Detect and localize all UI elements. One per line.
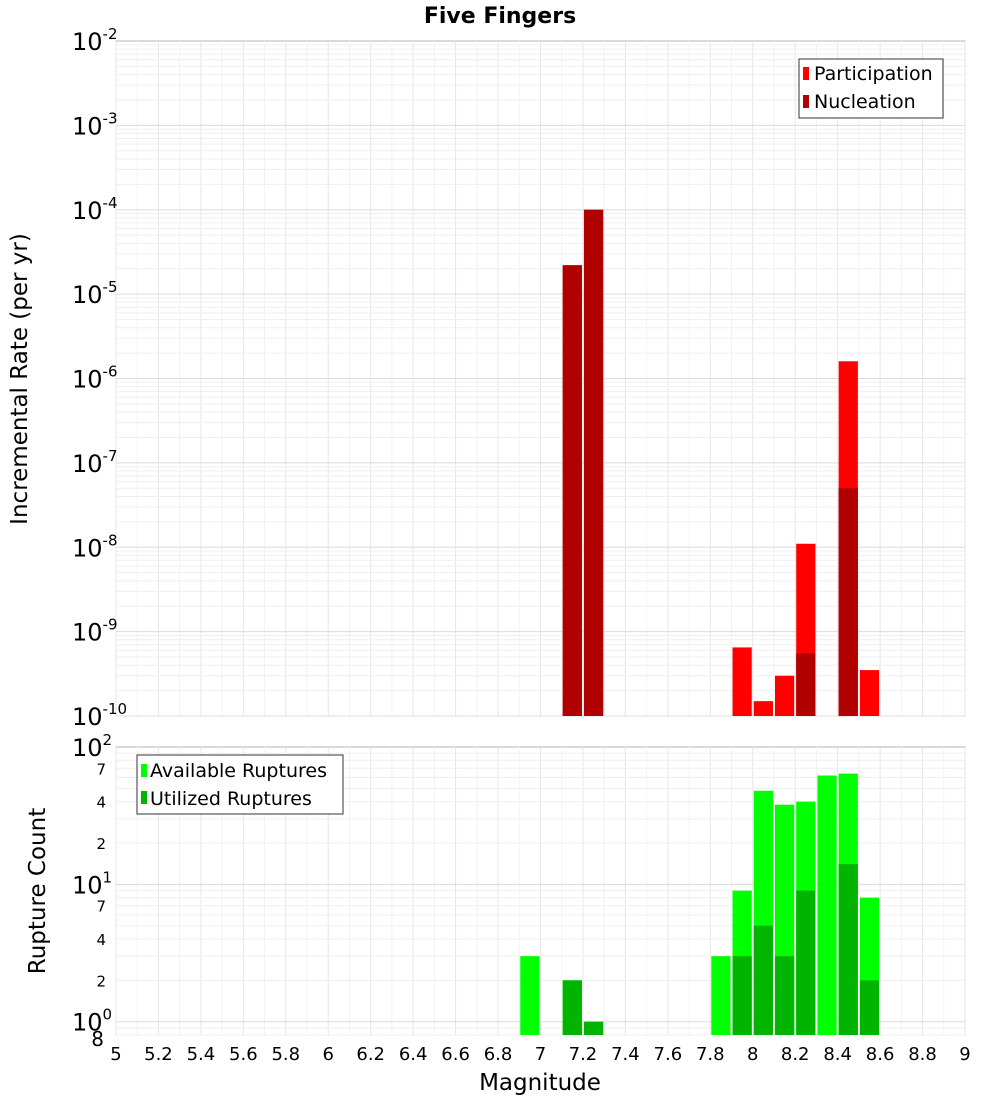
rate-y-tick-label: 10-5 bbox=[72, 278, 118, 309]
rate-bar-nucleation bbox=[583, 209, 604, 716]
rate-bar-participation bbox=[732, 647, 752, 716]
rate-y-tick-label: 10-9 bbox=[72, 616, 118, 647]
rate-bar-nucleation bbox=[838, 488, 858, 716]
rate-bar-participation bbox=[859, 670, 880, 716]
rate-bar-participation bbox=[753, 701, 773, 716]
x-tick-label: 6.4 bbox=[399, 1044, 428, 1065]
x-tick-label: 5.2 bbox=[144, 1044, 173, 1065]
count-bar-utilized-ruptures bbox=[838, 864, 858, 1035]
x-tick-label: 5.8 bbox=[271, 1044, 300, 1065]
rate-y-tick-label: 10-8 bbox=[72, 531, 118, 562]
x-tick-label: 7.6 bbox=[654, 1044, 683, 1065]
rate-y-tick-label: 10-7 bbox=[72, 447, 118, 478]
x-tick-label: 6.2 bbox=[356, 1044, 385, 1065]
count-legend-box bbox=[136, 754, 344, 815]
utilized-legend-label: Utilized Ruptures bbox=[150, 788, 312, 810]
count-bars bbox=[520, 773, 880, 1035]
x-tick-label: 8.4 bbox=[823, 1044, 852, 1065]
rate-legend-box bbox=[798, 58, 944, 119]
x-axis-label: Magnitude bbox=[479, 1070, 601, 1096]
count-bar-utilized-ruptures bbox=[796, 890, 816, 1035]
rate-legend: Participation Nucleation bbox=[798, 58, 944, 119]
count-bar-available-ruptures bbox=[817, 775, 837, 1035]
count-bar-utilized-ruptures bbox=[732, 956, 752, 1035]
rate-bars bbox=[562, 209, 880, 716]
rate-y-tick-label: 10-3 bbox=[72, 109, 118, 140]
rate-y-tick-label: 10-10 bbox=[72, 700, 127, 731]
rate-gridlines bbox=[115, 41, 966, 717]
nucleation-legend-label: Nucleation bbox=[814, 91, 916, 113]
count-bar-utilized-ruptures bbox=[859, 980, 880, 1035]
x-tick-label: 6.8 bbox=[484, 1044, 513, 1065]
rate-y-tick-labels: 10-2 10-3 10-4 10-5 10-6 10-7 10-8 10-9 10-10 bbox=[72, 25, 127, 731]
rate-bar-nucleation bbox=[796, 653, 816, 716]
count-bar-available-ruptures bbox=[711, 956, 731, 1035]
count-bar-utilized-ruptures bbox=[562, 980, 582, 1035]
x-tick-label: 5.6 bbox=[229, 1044, 258, 1065]
x-tick-label: 9 bbox=[959, 1044, 970, 1065]
participation-legend-label: Participation bbox=[814, 63, 933, 85]
count-bar-utilized-ruptures bbox=[753, 925, 773, 1035]
count-y-tick-label: 102 bbox=[72, 731, 112, 762]
count-y-tick-label: 7 bbox=[96, 760, 106, 778]
count-bar-utilized-ruptures bbox=[774, 956, 795, 1035]
x-tick-label: 5 bbox=[110, 1044, 121, 1065]
count-y-tick-label: 8 bbox=[91, 1027, 104, 1051]
count-legend: Available Ruptures Utilized Ruptures bbox=[136, 754, 344, 815]
x-tick-label: 7.2 bbox=[569, 1044, 598, 1065]
available-legend-label: Available Ruptures bbox=[150, 760, 327, 782]
rate-y-tick-label: 10-4 bbox=[72, 194, 118, 225]
count-bar-available-ruptures bbox=[520, 956, 540, 1035]
nucleation-legend-swatch bbox=[803, 95, 809, 108]
rate-y-axis-label: Incremental Rate (per yr) bbox=[7, 233, 33, 525]
x-tick-label: 7.4 bbox=[611, 1044, 640, 1065]
count-y-tick-label: 7 bbox=[96, 898, 106, 916]
count-y-tick-label: 101 bbox=[72, 868, 112, 899]
count-y-tick-label: 2 bbox=[96, 972, 106, 990]
x-tick-label: 6 bbox=[323, 1044, 334, 1065]
x-tick-label: 8.6 bbox=[866, 1044, 895, 1065]
count-y-axis-label: Rupture Count bbox=[25, 808, 51, 974]
rate-panel: 10-2 10-3 10-4 10-5 10-6 10-7 10-8 10-9 10-10 In… bbox=[7, 25, 966, 731]
x-tick-label: 7 bbox=[535, 1044, 546, 1065]
rate-bar-participation bbox=[774, 675, 795, 716]
x-tick-label: 7.8 bbox=[696, 1044, 725, 1065]
x-tick-label: 8.2 bbox=[781, 1044, 810, 1065]
count-y-tick-label: 4 bbox=[96, 794, 106, 812]
chart-title: Five Fingers bbox=[424, 4, 576, 29]
utilized-legend-swatch bbox=[141, 791, 147, 804]
count-y-tick-label: 100 bbox=[72, 1006, 112, 1037]
x-tick-label: 6.6 bbox=[441, 1044, 470, 1065]
x-tick-label: 8.8 bbox=[908, 1044, 937, 1065]
available-legend-swatch bbox=[141, 764, 147, 777]
rate-y-tick-label: 10-6 bbox=[72, 363, 118, 394]
count-y-tick-label: 2 bbox=[96, 835, 106, 853]
rate-y-tick-label: 10-2 bbox=[72, 25, 118, 56]
participation-legend-swatch bbox=[803, 67, 809, 80]
x-tick-label: 8 bbox=[747, 1044, 758, 1065]
x-tick-labels: 5 5.2 5.4 5.6 5.8 6 6.2 6.4 6.6 6.8 7 7.2 7.4 7.6 7.8 8… bbox=[110, 1044, 970, 1065]
count-bar-utilized-ruptures bbox=[583, 1021, 604, 1035]
count-y-tick-label: 4 bbox=[96, 931, 106, 949]
x-tick-label: 5.4 bbox=[187, 1044, 216, 1065]
rate-bar-nucleation bbox=[562, 265, 582, 716]
